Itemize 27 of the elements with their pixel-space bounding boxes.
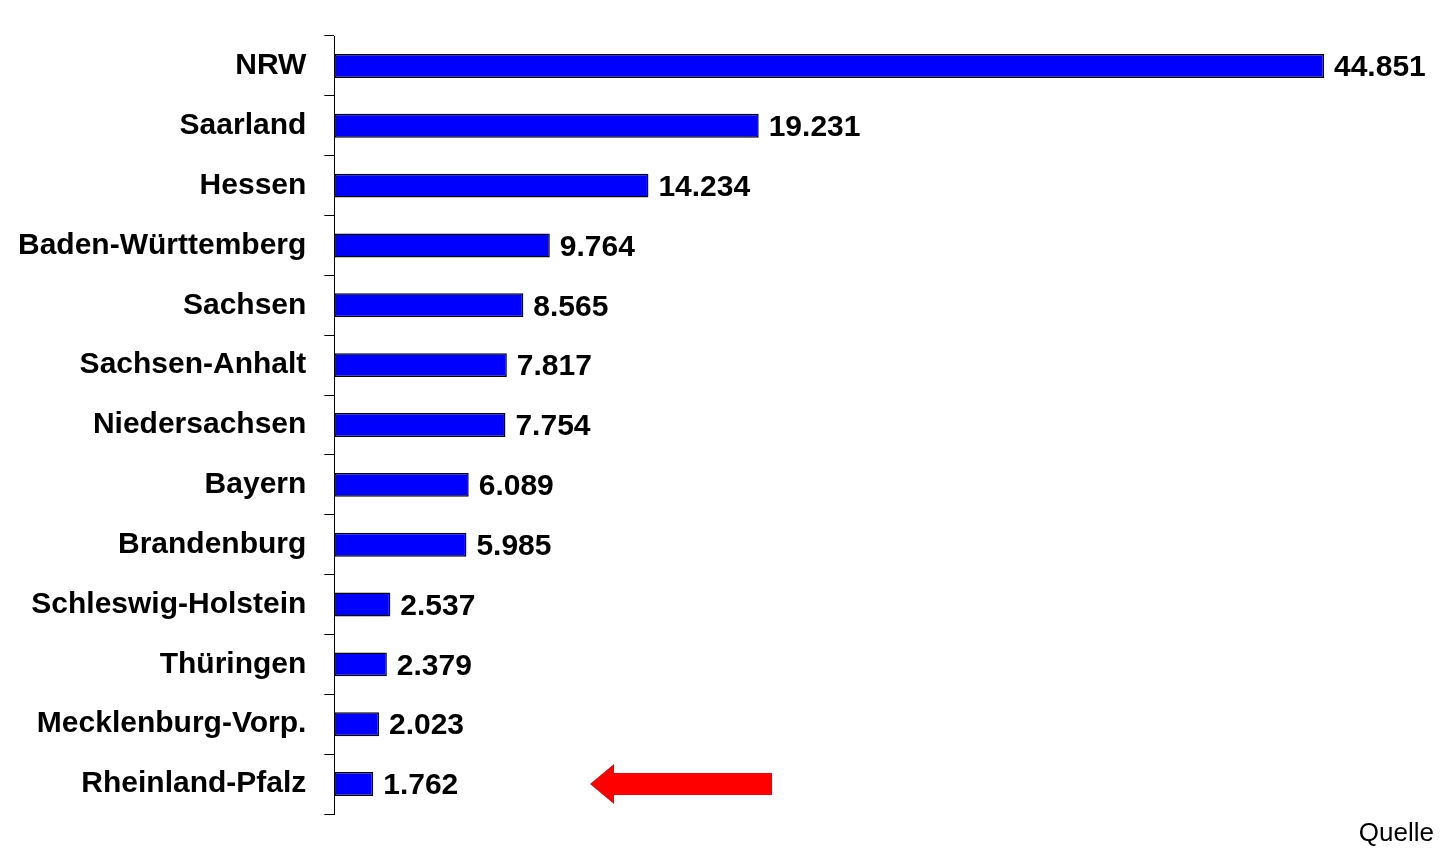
data-label: 8.565 — [533, 288, 609, 322]
data-label: 7.754 — [515, 408, 591, 442]
y-tick-label: Brandenburg — [118, 525, 307, 559]
y-tick-label: Bayern — [204, 466, 307, 500]
data-label: 2.379 — [396, 647, 472, 681]
y-tick-label: Sachsen — [182, 286, 307, 320]
y-tick-label: Baden-Württemberg — [18, 226, 307, 260]
y-tick-label: Hessen — [199, 166, 307, 200]
y-tick-label: Saarland — [179, 107, 307, 141]
data-label: 5.985 — [476, 527, 552, 561]
y-tick-label: Schleswig-Holstein — [31, 585, 307, 619]
data-label: 2.023 — [388, 707, 465, 741]
y-tick-label: Sachsen-Anhalt — [79, 346, 307, 380]
y-tick-label: Niedersachsen — [92, 406, 307, 440]
data-label: 44.851 — [1334, 49, 1426, 83]
data-label: 6.089 — [478, 468, 554, 502]
data-label: 19.231 — [768, 109, 861, 143]
data-label: 14.234 — [658, 168, 751, 202]
y-tick-label: NRW — [235, 47, 308, 81]
y-tick-label: Mecklenburg-Vorp. — [36, 705, 307, 739]
data-label: 9.764 — [559, 228, 636, 262]
text: Quelle — [1358, 817, 1434, 848]
y-tick-label: Thüringen — [159, 645, 307, 679]
data-label: 1.762 — [383, 767, 459, 801]
data-label: 2.537 — [400, 587, 476, 621]
data-label: 7.817 — [516, 348, 592, 382]
y-tick-label: Rheinland-Pfalz — [81, 765, 307, 799]
